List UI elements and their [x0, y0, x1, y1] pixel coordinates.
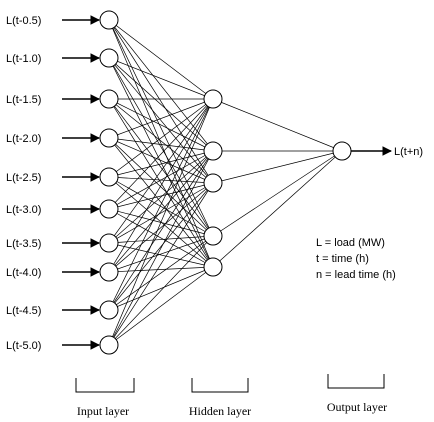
hidden-node: [203, 89, 223, 109]
edge-hidden-output: [212, 150, 343, 184]
edge-input-hidden: [108, 182, 214, 273]
edge-input-hidden: [108, 19, 214, 237]
hidden-layer-caption: Hidden layer: [189, 404, 251, 418]
edge-input-hidden: [108, 137, 214, 237]
edge-input-hidden: [108, 57, 214, 268]
edge-input-hidden: [108, 57, 214, 184]
connections: [108, 19, 343, 346]
hidden-node: [203, 257, 223, 277]
input-layer-caption: Input layer: [77, 404, 129, 418]
input-label: L(t-1.5): [6, 94, 41, 106]
edge-input-hidden: [108, 235, 214, 311]
input-node: [99, 300, 119, 320]
legend-line-2: t = time (h): [316, 253, 369, 265]
edge-input-hidden: [108, 150, 214, 210]
edge-hidden-output: [212, 150, 343, 237]
edge-input-hidden: [108, 98, 214, 139]
edge-input-hidden: [108, 150, 214, 178]
input-label: L(t-2.5): [6, 172, 41, 184]
neurons: [99, 10, 352, 355]
edge-input-hidden: [108, 19, 214, 184]
edge-input-hidden: [108, 182, 214, 346]
input-node: [99, 128, 119, 148]
output-layer-bracket: [327, 374, 385, 389]
edge-input-hidden: [108, 182, 214, 244]
edge-input-hidden: [108, 235, 214, 273]
input-node: [99, 48, 119, 68]
hidden-node: [203, 141, 223, 161]
input-label: L(t-0.5): [6, 15, 41, 27]
edge-input-hidden: [108, 266, 214, 311]
edge-hidden-output: [212, 150, 343, 268]
output-layer-caption: Output layer: [327, 400, 387, 414]
edge-input-hidden: [108, 98, 214, 311]
input-node: [99, 335, 119, 355]
input-label: L(t-5.0): [6, 340, 41, 352]
input-node: [99, 167, 119, 187]
legend-line-1: L = load (MW): [316, 237, 385, 249]
edge-input-hidden: [108, 98, 214, 210]
input-label: L(t-3.5): [6, 238, 41, 250]
edge-input-hidden: [108, 19, 214, 100]
edge-input-hidden: [108, 98, 214, 346]
edge-input-hidden: [108, 98, 214, 268]
output-node: [332, 141, 352, 161]
edge-input-hidden: [108, 98, 214, 273]
edge-input-hidden: [108, 176, 214, 237]
edge-input-hidden: [108, 98, 214, 178]
input-node: [99, 199, 119, 219]
input-node: [99, 262, 119, 282]
output-label: L(t+n): [394, 146, 423, 158]
input-label: L(t-1.0): [6, 53, 41, 65]
input-label: L(t-3.0): [6, 204, 41, 216]
input-labels: L(t-0.5) L(t-1.0) L(t-1.5) L(t-2.0) L(t-2.5)…: [6, 15, 41, 352]
hidden-layer-bracket: [191, 378, 249, 393]
input-layer-bracket: [75, 378, 135, 393]
input-label: L(t-4.0): [6, 267, 41, 279]
edge-input-hidden: [108, 57, 214, 100]
edge-input-hidden: [108, 57, 214, 152]
edge-input-hidden: [108, 137, 214, 268]
edge-input-hidden: [108, 57, 214, 237]
input-node: [99, 89, 119, 109]
hidden-node: [203, 226, 223, 246]
edge-input-hidden: [108, 235, 214, 244]
edge-input-hidden: [108, 19, 214, 152]
hidden-node: [203, 173, 223, 193]
edge-input-hidden: [108, 266, 214, 346]
edge-input-hidden: [108, 182, 214, 311]
edge-input-hidden: [108, 137, 214, 152]
edge-input-hidden: [108, 150, 214, 346]
edge-input-hidden: [108, 98, 214, 237]
input-node: [99, 233, 119, 253]
edge-input-hidden: [108, 150, 214, 311]
edge-input-hidden: [108, 98, 214, 152]
edge-input-hidden: [108, 182, 214, 210]
edge-hidden-output: [212, 98, 343, 152]
edge-input-hidden: [108, 98, 214, 184]
edge-input-hidden: [108, 235, 214, 346]
input-arrows: [62, 15, 392, 350]
edge-input-hidden: [108, 242, 214, 268]
edge-input-hidden: [108, 266, 214, 273]
input-node: [99, 10, 119, 30]
input-label: L(t-4.5): [6, 305, 41, 317]
edge-input-hidden: [108, 150, 214, 244]
edge-input-hidden: [108, 137, 214, 184]
edge-input-hidden: [108, 150, 214, 273]
input-label: L(t-2.0): [6, 133, 41, 145]
edge-input-hidden: [108, 98, 214, 244]
legend-line-3: n = lead time (h): [316, 269, 396, 281]
